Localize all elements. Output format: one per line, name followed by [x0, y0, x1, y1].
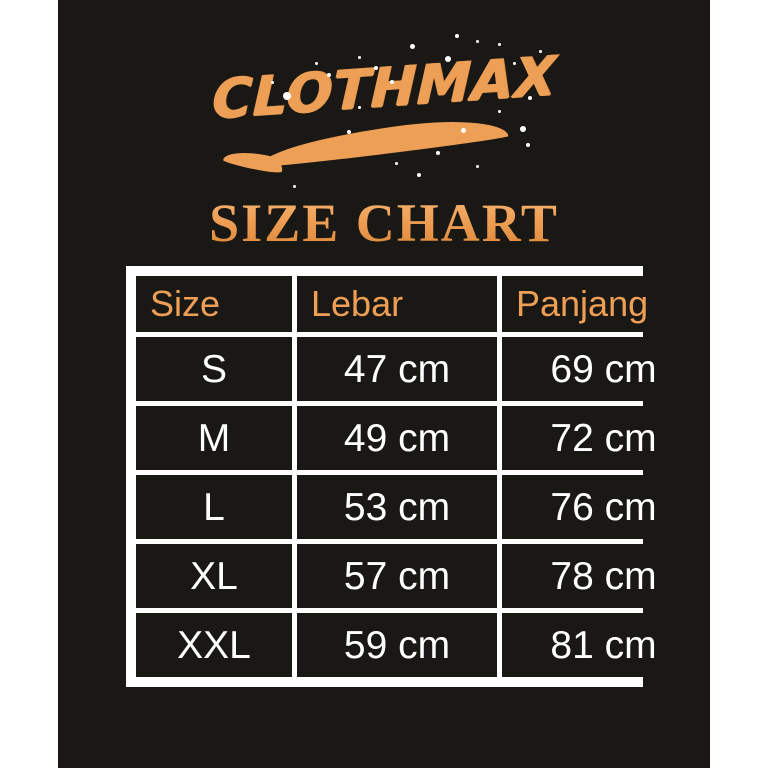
cell-size: S	[136, 337, 292, 401]
cell-size: XXL	[136, 613, 292, 677]
speckle-dot	[410, 44, 415, 49]
speckle-dot	[283, 92, 291, 100]
size-table-head: Size Lebar Panjang	[136, 276, 705, 332]
cell-panjang: 69 cm	[502, 337, 705, 401]
speckle-dot	[539, 50, 542, 53]
speckle-dot	[476, 165, 479, 168]
table-row: L 53 cm 76 cm	[136, 475, 705, 539]
dark-panel: CLOTHMAX SIZE CHART Size Lebar Panjang S…	[58, 0, 710, 768]
speckle-dot	[513, 62, 516, 65]
cell-panjang: 72 cm	[502, 406, 705, 470]
speckle-dot	[445, 56, 451, 62]
table-row: M 49 cm 72 cm	[136, 406, 705, 470]
brand-logo: CLOTHMAX	[58, 10, 710, 188]
speckle-dot	[374, 66, 378, 70]
table-header-row: Size Lebar Panjang	[136, 276, 705, 332]
speckle-dot	[390, 80, 394, 84]
speckle-dot	[327, 73, 331, 77]
cell-size: L	[136, 475, 292, 539]
speckle-dot	[271, 81, 274, 84]
speckle-dot	[293, 185, 296, 188]
cell-size: M	[136, 406, 292, 470]
cell-panjang: 81 cm	[502, 613, 705, 677]
speckle-dot	[461, 128, 466, 133]
cell-lebar: 53 cm	[297, 475, 497, 539]
table-row: XL 57 cm 78 cm	[136, 544, 705, 608]
size-table: Size Lebar Panjang S 47 cm 69 cm M 49 cm 72 c…	[131, 271, 710, 682]
speckle-dot	[358, 56, 361, 59]
speckle-dot	[358, 106, 361, 109]
speckle-dot	[498, 110, 501, 113]
size-table-body: S 47 cm 69 cm M 49 cm 72 cm L 53 cm 76 cm XL 57 cm…	[136, 337, 705, 677]
header-cell-size: Size	[136, 276, 292, 332]
speckle-dot	[476, 40, 479, 43]
speckle-dot	[498, 43, 501, 46]
cell-lebar: 47 cm	[297, 337, 497, 401]
header-cell-lebar: Lebar	[297, 276, 497, 332]
cell-panjang: 78 cm	[502, 544, 705, 608]
speckle-dot	[417, 173, 421, 177]
speckle-dot	[455, 34, 459, 38]
cell-size: XL	[136, 544, 292, 608]
size-table-container: Size Lebar Panjang S 47 cm 69 cm M 49 cm 72 c…	[126, 266, 705, 687]
cell-lebar: 57 cm	[297, 544, 497, 608]
speckle-dot	[347, 130, 351, 134]
cell-panjang: 76 cm	[502, 475, 705, 539]
brand-wordmark: CLOTHMAX	[210, 43, 558, 132]
page-title: SIZE CHART	[58, 192, 710, 254]
speckle-dot	[528, 96, 532, 100]
table-row: XXL 59 cm 81 cm	[136, 613, 705, 677]
speckle-dot	[520, 126, 526, 132]
cell-lebar: 49 cm	[297, 406, 497, 470]
speckle-dot	[395, 162, 398, 165]
table-row: S 47 cm 69 cm	[136, 337, 705, 401]
cell-lebar: 59 cm	[297, 613, 497, 677]
speckle-dot	[315, 62, 318, 65]
speckle-dot	[526, 143, 530, 147]
header-cell-panjang: Panjang	[502, 276, 705, 332]
speckle-dot	[436, 151, 440, 155]
